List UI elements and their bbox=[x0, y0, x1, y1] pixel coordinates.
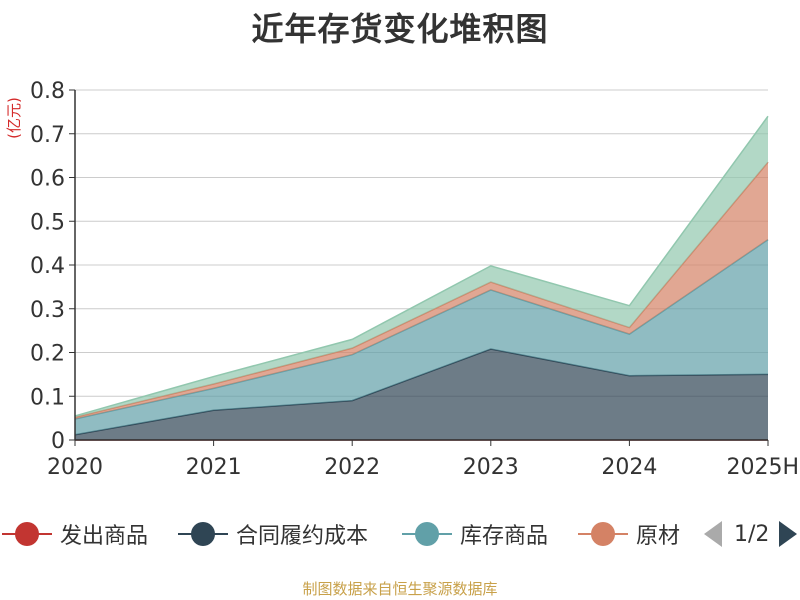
legend-next-page-icon[interactable] bbox=[779, 521, 798, 547]
y-tick-label: 0.4 bbox=[30, 254, 65, 279]
legend-marker-icon bbox=[578, 514, 628, 554]
stacked-area-chart: 0 0.1 0.2 0.3 0.4 0.5 0.6 0.7 0.8 2020 2021 2022 202… bbox=[30, 79, 799, 480]
legend-label: 合同履约成本 bbox=[236, 524, 369, 549]
y-tick-label: 0.5 bbox=[30, 210, 65, 235]
legend-label: 发出商品 bbox=[60, 524, 149, 549]
y-tick-label: 0.1 bbox=[30, 385, 65, 410]
data-source-note: 制图数据来自恒生聚源数据库 bbox=[302, 580, 498, 598]
legend-marker-icon bbox=[2, 514, 52, 554]
legend-item[interactable]: 原材 bbox=[578, 514, 680, 554]
legend-item[interactable]: 合同履约成本 bbox=[178, 514, 368, 554]
x-tick-label: 2021 bbox=[186, 455, 242, 480]
legend-marker-icon bbox=[402, 514, 452, 554]
legend-label: 原材 bbox=[636, 524, 681, 549]
x-tick-label: 2022 bbox=[324, 455, 380, 480]
legend-pager: 1/2 bbox=[700, 514, 800, 554]
legend: 发出商品 合同履约成本 库存商品 原材 1/2 bbox=[0, 514, 800, 554]
area-line-4 bbox=[74, 115, 769, 417]
chart-title: 近年存货变化堆积图 bbox=[251, 10, 549, 48]
y-tick-label: 0.7 bbox=[30, 123, 65, 148]
x-tick-label: 2020 bbox=[47, 455, 103, 480]
legend-prev-page-icon[interactable] bbox=[704, 521, 722, 547]
y-tick-label: 0 bbox=[51, 429, 65, 454]
legend-label: 库存商品 bbox=[460, 524, 549, 549]
x-tick-label: 2024 bbox=[601, 455, 657, 480]
legend-item[interactable]: 库存商品 bbox=[402, 514, 548, 554]
legend-item[interactable]: 发出商品 bbox=[2, 514, 148, 554]
y-tick-label: 0.6 bbox=[30, 167, 65, 192]
legend-marker-icon bbox=[178, 514, 228, 554]
y-tick-label: 0.3 bbox=[30, 298, 65, 323]
legend-page-indicator: 1/2 bbox=[734, 521, 770, 547]
x-tick-label: 2025H bbox=[726, 455, 799, 480]
area-series-1 bbox=[75, 349, 768, 440]
y-tick-label: 0.8 bbox=[30, 79, 65, 104]
y-tick-label: 0.2 bbox=[30, 342, 65, 367]
area-series-2 bbox=[75, 239, 768, 435]
x-tick-label: 2023 bbox=[463, 455, 519, 480]
